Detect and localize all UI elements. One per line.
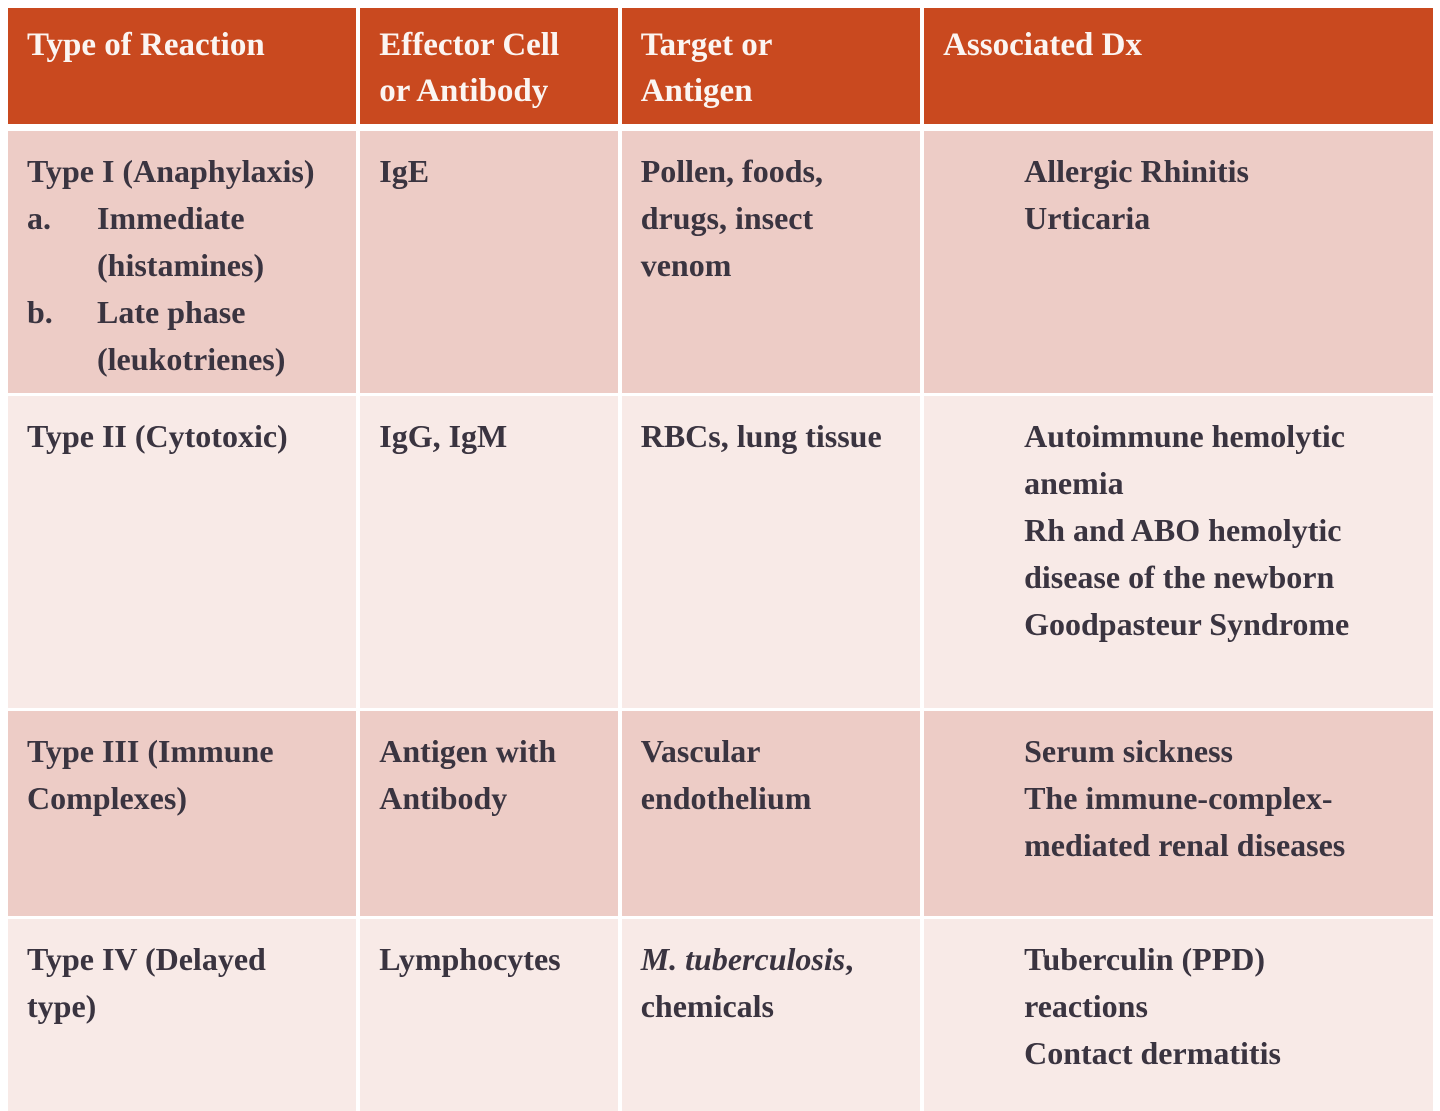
table-row-type-1: Type I (Anaphylaxis) a. Immediate (hista… [8, 131, 1433, 393]
cell-associated-dx: Tuberculin (PPD) reactions Contact derma… [924, 919, 1433, 1111]
header-cell-type-of-reaction: Type of Reaction [8, 8, 357, 124]
cell-type-of-reaction: Type IV (Delayed type) [8, 919, 357, 1111]
reaction-title: Type I (Anaphylaxis) [27, 153, 315, 189]
header-cell-associated-dx: Associated Dx [924, 8, 1433, 124]
species-italic: M. tuberculosis [640, 941, 846, 977]
header-label: or Antibody [379, 73, 549, 109]
cell-type-of-reaction: Type I (Anaphylaxis) a. Immediate (hista… [8, 131, 357, 393]
header-label: Associated Dx [943, 27, 1142, 63]
table-row-type-4: Type IV (Delayed type) Lymphocytes M. tu… [8, 919, 1433, 1111]
cell-associated-dx: Serum sickness The immune-complex- media… [924, 711, 1433, 916]
reaction-title: Type IV (Delayed [27, 941, 266, 977]
cell-associated-dx: Allergic Rhinitis Urticaria [924, 131, 1433, 393]
cell-target: M. tuberculosis, chemicals [621, 919, 921, 1111]
table-row-type-3: Type III (Immune Complexes) Antigen with… [8, 711, 1433, 916]
reaction-title: Type III (Immune [27, 733, 274, 769]
target-species-line: M. tuberculosis, [640, 941, 854, 977]
list-item: a. Immediate (histamines) [27, 195, 348, 289]
cell-target: Vascular endothelium [621, 711, 921, 916]
cell-effector: IgG, IgM [360, 396, 618, 708]
header-label: Antigen [640, 73, 753, 109]
table-header-row: Type of Reaction Effector Cell or Antibo… [8, 8, 1433, 124]
header-label: Type of Reaction [27, 27, 265, 63]
header-cell-target: Target or Antigen [621, 8, 921, 124]
cell-effector: Antigen with Antibody [360, 711, 618, 916]
cell-type-of-reaction: Type II (Cytotoxic) [8, 396, 357, 708]
cell-effector: Lymphocytes [360, 919, 618, 1111]
table-row-type-2: Type II (Cytotoxic) IgG, IgM RBCs, lung … [8, 396, 1433, 708]
header-label: Effector Cell [379, 27, 560, 63]
cell-target: RBCs, lung tissue [621, 396, 921, 708]
list-marker: a. [27, 200, 51, 236]
list-item: b. Late phase (leukotrienes) [27, 289, 348, 383]
cell-type-of-reaction: Type III (Immune Complexes) [8, 711, 357, 916]
cell-associated-dx: Autoimmune hemolytic anemia Rh and ABO h… [924, 396, 1433, 708]
header-cell-effector: Effector Cell or Antibody [360, 8, 618, 124]
cell-effector: IgE [360, 131, 618, 393]
cell-target: Pollen, foods, drugs, insect venom [621, 131, 921, 393]
reaction-title: type) [27, 988, 97, 1024]
header-label: Target or [640, 27, 773, 63]
list-marker: b. [27, 294, 53, 330]
list-body: Immediate (histamines) [97, 200, 265, 283]
list-body: Late phase (leukotrienes) [97, 294, 286, 377]
reaction-title: Type II (Cytotoxic) [27, 418, 288, 454]
reaction-title: Complexes) [27, 780, 187, 816]
